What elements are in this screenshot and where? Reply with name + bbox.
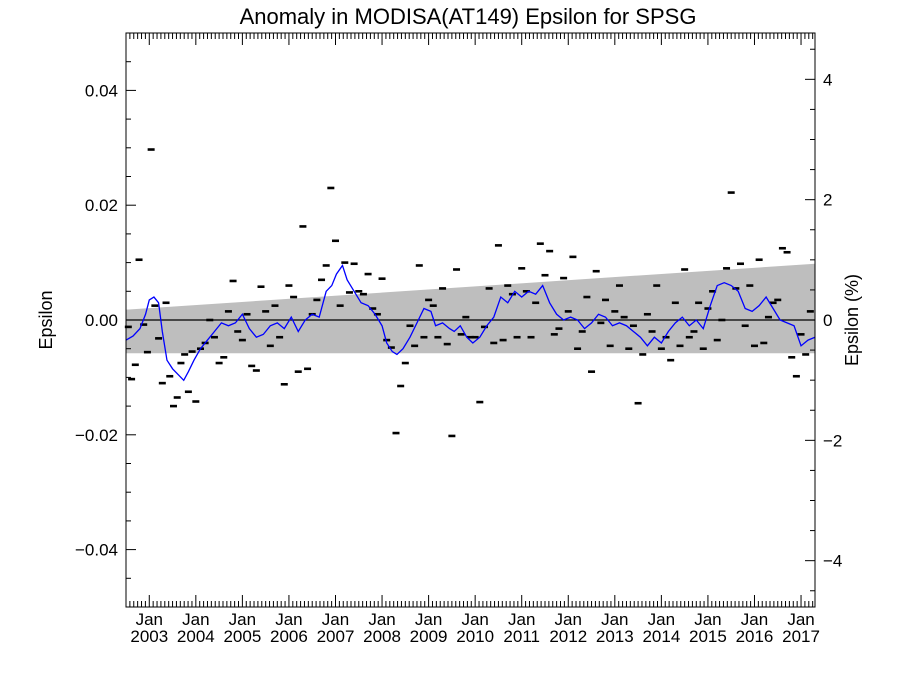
axes: 0.040.020.00−0.02−0.04 420−2−4 Jan2003Ja… [75, 32, 842, 646]
chart-title: Anomaly in MODISA(AT149) Epsilon for SPS… [240, 4, 697, 29]
y2-tick-label: 0 [823, 311, 832, 330]
x-tick-year-label: 2007 [317, 627, 355, 646]
x-tick-year-label: 2016 [736, 627, 774, 646]
y2-tick-label: 4 [823, 70, 832, 89]
y2-axis-ticks: 4 2 0 −2 −4 [805, 48, 842, 592]
smoothed-series-line [125, 264, 816, 382]
x-tick-year-label: 2014 [642, 627, 680, 646]
x-tick-year-label: 2015 [689, 627, 727, 646]
x-tick-year-label: 2006 [270, 627, 308, 646]
x-tick-year-label: 2003 [130, 627, 168, 646]
x-tick-year-label: 2008 [363, 627, 401, 646]
x-tick-month-label: Jan [601, 610, 628, 629]
x-tick-month-label: Jan [787, 610, 814, 629]
x-tick-year-label: 2013 [596, 627, 634, 646]
x-tick-month-label: Jan [508, 610, 535, 629]
x-tick-month-label: Jan [741, 610, 768, 629]
y-tick-label: 0.02 [85, 196, 118, 215]
x-tick-month-label: Jan [415, 610, 442, 629]
x-tick-month-label: Jan [136, 610, 163, 629]
x-tick-month-label: Jan [368, 610, 395, 629]
x-axis-ticks: Jan2003Jan2004Jan2005Jan2006Jan2007Jan20… [125, 33, 820, 646]
x-tick-year-label: 2009 [410, 627, 448, 646]
x-tick-month-label: Jan [229, 610, 256, 629]
x-tick-month-label: Jan [322, 610, 349, 629]
x-tick-month-label: Jan [275, 610, 302, 629]
y-axis-label: Epsilon [36, 290, 56, 349]
x-tick-month-label: Jan [648, 610, 675, 629]
y2-tick-label: −4 [823, 552, 842, 571]
x-tick-year-label: 2017 [782, 627, 820, 646]
x-tick-month-label: Jan [555, 610, 582, 629]
x-tick-month-label: Jan [461, 610, 488, 629]
y-tick-label: 0.04 [85, 81, 118, 100]
y2-tick-label: 2 [823, 191, 832, 210]
y-axis-ticks: 0.04 0.02 0.00 −0.02 −0.04 [75, 32, 136, 608]
x-tick-year-label: 2011 [503, 627, 540, 646]
y-tick-label: 0.00 [85, 311, 118, 330]
x-tick-year-label: 2012 [549, 627, 587, 646]
y-tick-label: −0.04 [75, 541, 118, 560]
y2-axis-label: Epsilon (%) [842, 274, 862, 366]
y-tick-label: −0.02 [75, 426, 118, 445]
x-tick-month-label: Jan [694, 610, 721, 629]
x-tick-year-label: 2005 [223, 627, 261, 646]
x-tick-year-label: 2010 [456, 627, 494, 646]
x-tick-month-label: Jan [182, 610, 209, 629]
plot-area [124, 148, 816, 438]
x-tick-year-label: 2004 [177, 627, 215, 646]
y2-tick-label: −2 [823, 431, 842, 450]
